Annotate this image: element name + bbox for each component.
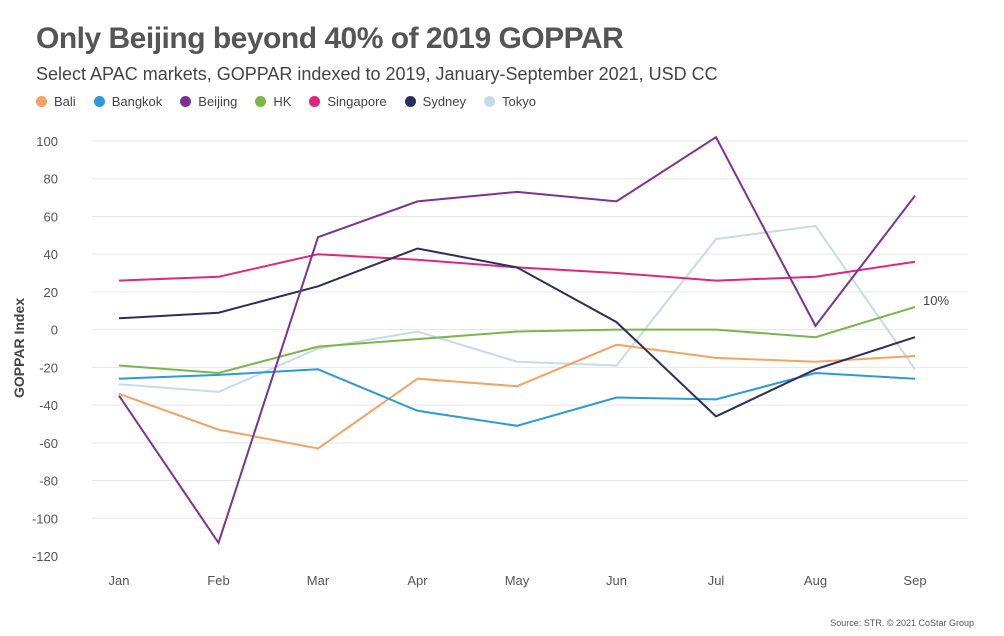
y-tick-label: 60	[44, 209, 58, 224]
source-note: Source: STR. © 2021 CoStar Group	[830, 618, 974, 628]
y-tick-label: -40	[39, 398, 58, 413]
legend-item-sydney: Sydney	[404, 94, 467, 109]
chart-subtitle: Select APAC markets, GOPPAR indexed to 2…	[36, 64, 718, 84]
legend-item-bangkok: Bangkok	[93, 94, 163, 109]
y-axis-ticks: 100 80 60 40 20 0 -20 -40 -60 -80 -100 -120	[32, 134, 58, 564]
legend-swatch	[36, 96, 47, 107]
y-tick-label: 20	[44, 285, 58, 300]
legend-item-beijing: Beijing	[180, 94, 237, 109]
x-tick-label: Mar	[307, 573, 330, 588]
y-tick-label: 40	[44, 247, 58, 262]
x-tick-label: Aug	[804, 573, 827, 588]
legend-label: Bangkok	[111, 94, 163, 109]
x-tick-label: Sep	[903, 573, 926, 588]
legend-label: Bali	[54, 94, 76, 109]
y-tick-label: 80	[44, 172, 58, 187]
legend-swatch	[404, 96, 416, 107]
y-tick-label: -60	[39, 436, 58, 451]
chart-title: Only Beijing beyond 40% of 2019 GOPPAR	[36, 22, 624, 55]
x-tick-label: Feb	[207, 573, 229, 588]
series-lines	[118, 135, 916, 546]
series-line-beijing	[118, 135, 916, 546]
legend-label: HK	[273, 94, 292, 109]
x-tick-label: Jan	[109, 573, 130, 588]
annotation-label: 10%	[923, 293, 949, 308]
series-line-sydney	[118, 247, 916, 418]
y-tick-label: -20	[39, 360, 58, 375]
x-tick-label: Jun	[606, 573, 627, 588]
series-line-tokyo	[118, 224, 916, 393]
y-tick-label: -80	[39, 474, 58, 489]
legend-swatch	[93, 96, 105, 107]
legend-label: Singapore	[327, 94, 387, 109]
x-axis-ticks: Jan Feb Mar Apr May Jun Jul Aug Sep	[109, 573, 927, 588]
legend-item-hk: HK	[255, 94, 291, 109]
legend-item-tokyo: Tokyo	[484, 94, 536, 109]
annotations: 10%	[923, 293, 949, 308]
legend-swatch	[180, 96, 192, 107]
y-tick-label: -120	[32, 549, 58, 564]
legend-swatch	[309, 96, 321, 107]
legend-label: Tokyo	[502, 94, 536, 109]
x-tick-label: Apr	[407, 573, 428, 588]
series-line-bali	[118, 343, 916, 450]
series-line-hk	[118, 306, 916, 375]
legend-item-singapore: Singapore	[309, 94, 387, 109]
legend: Bali Bangkok Beijing HK Singapore Sydney Tokyo	[36, 94, 536, 109]
y-axis-label: GOPPAR Index	[11, 298, 27, 398]
x-tick-label: May	[505, 573, 530, 588]
legend-label: Beijing	[198, 94, 238, 109]
legend-label: Sydney	[422, 94, 467, 109]
legend-swatch	[484, 96, 496, 107]
grid-lines	[92, 140, 968, 519]
series-line-bangkok	[118, 368, 916, 427]
legend-swatch	[255, 96, 267, 107]
x-tick-label: Jul	[708, 573, 725, 588]
y-tick-label: 100	[36, 134, 58, 149]
legend-item-bali: Bali	[36, 94, 76, 109]
y-tick-label: -100	[32, 511, 58, 526]
y-tick-label: 0	[51, 323, 58, 338]
